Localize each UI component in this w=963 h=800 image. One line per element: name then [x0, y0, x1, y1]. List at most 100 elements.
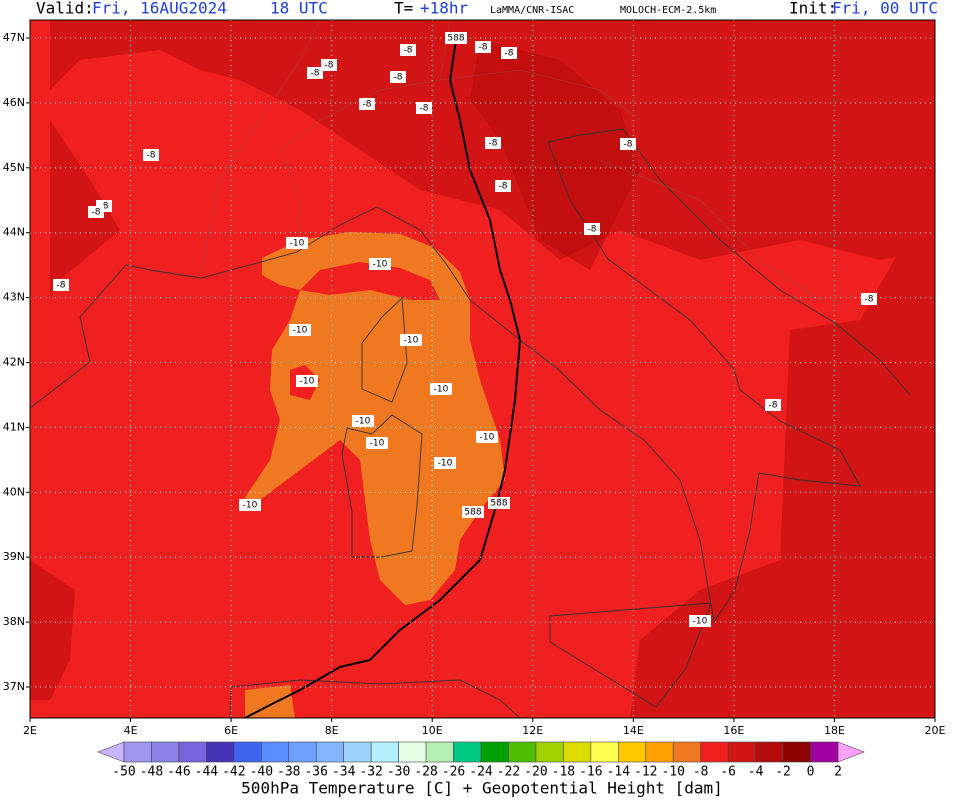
lat-label: 47N	[3, 31, 25, 44]
contour-label: -10	[356, 417, 371, 427]
contour-label: -8	[505, 49, 514, 59]
contour-label: -8	[479, 43, 488, 53]
contour-label-box	[286, 237, 308, 249]
geopotential-588	[244, 39, 522, 718]
lat-label: 38N	[3, 615, 25, 628]
contour-label-box	[307, 67, 323, 79]
model: MOLOCH-ECM-2.5km	[620, 5, 716, 16]
colorbar-box	[261, 741, 290, 763]
colorbar-box	[535, 741, 564, 763]
darker-region	[470, 40, 640, 270]
contour-label: -8	[769, 401, 778, 411]
contour-label: -8	[489, 139, 498, 149]
colorbar-label: -34	[332, 765, 356, 780]
contour-label-box	[53, 279, 69, 291]
contour-label: 588	[490, 499, 507, 509]
contour-label: -8	[325, 61, 334, 71]
lon-label: 20E	[925, 724, 946, 737]
contour-label-box	[462, 506, 484, 518]
contour-label: -8	[420, 104, 429, 114]
lat-label: 43N	[3, 291, 25, 304]
contour-label-box	[400, 44, 416, 56]
lon-label: 18E	[824, 724, 845, 737]
colorbar-box	[343, 741, 372, 763]
contour-label-box	[445, 32, 467, 44]
coastline	[549, 602, 712, 708]
coastline	[341, 414, 423, 558]
darker-region	[30, 560, 75, 700]
contour-label: -8	[311, 69, 320, 79]
colorbar-box	[618, 741, 647, 763]
colorbar-box	[810, 741, 839, 763]
map-frame	[29, 19, 936, 719]
colorbar-label: -14	[607, 765, 631, 780]
colorbar-high	[837, 741, 865, 763]
colorbar-box	[398, 741, 427, 763]
valid-date: Fri, 16AUG2024	[92, 0, 227, 18]
colorbar-box	[480, 741, 509, 763]
lon-label: 12E	[522, 724, 543, 737]
contour-label: -10	[300, 377, 315, 387]
contour-label: -8	[865, 295, 874, 305]
contour-label: -10	[370, 439, 385, 449]
contour-label: -10	[373, 260, 388, 270]
lat-label: 39N	[3, 550, 25, 563]
contour-label-box	[488, 497, 510, 509]
contour-label: -10	[693, 617, 708, 627]
contour-label: -8	[92, 208, 101, 218]
contour-label: -8	[147, 151, 156, 161]
colorbar-label: -8	[693, 765, 709, 780]
colorbar-label: -48	[140, 765, 163, 780]
lon-label: 4E	[124, 724, 138, 737]
lon-label: 6E	[224, 724, 238, 737]
coastline	[229, 679, 521, 718]
contour-label: -10	[480, 433, 495, 443]
colorbar-title: 500hPa Temperature [C] + Geopotential He…	[241, 779, 723, 798]
colorbar-box	[315, 741, 344, 763]
lat-label: 46N	[3, 96, 25, 109]
contour-label-box	[359, 98, 375, 110]
contour-label-box	[689, 615, 711, 627]
colorbar-label: -6	[720, 765, 736, 780]
contour-label: -10	[243, 501, 258, 511]
lon-label: 8E	[325, 724, 339, 737]
colorbar-label: -22	[497, 765, 520, 780]
colorbar-box	[755, 741, 784, 763]
contour-label-box	[296, 375, 318, 387]
lon-label: 16E	[723, 724, 744, 737]
contour-label-box	[861, 293, 877, 305]
colorbar-box	[727, 741, 756, 763]
colorbar-box	[206, 741, 235, 763]
colorbar-box	[178, 741, 207, 763]
lat-label: 40N	[3, 485, 25, 498]
colorbar-low	[97, 741, 125, 763]
contour-label-box	[501, 47, 517, 59]
contour-label-box	[434, 457, 456, 469]
colorbar-label: -20	[524, 765, 547, 780]
contour-label-box	[239, 499, 261, 511]
header: Valid: Fri, 16AUG2024 18 UTC T= +18hr La…	[36, 0, 938, 18]
contour-labels: 588-8-8-8-8-8-8-8-8-8-8-8-8-8-8-8-8-8-8-…	[53, 32, 877, 627]
coastline	[361, 297, 408, 403]
darker-region	[50, 120, 120, 300]
colorbar-box	[700, 741, 729, 763]
grid	[30, 20, 935, 718]
contour-label: -8	[363, 100, 372, 110]
lon-label: 14E	[623, 724, 644, 737]
contour-label: -10	[290, 239, 305, 249]
colorbar-label: -18	[552, 765, 575, 780]
colorbar-label: -12	[634, 765, 657, 780]
colorbar: 500hPa Temperature [C] + Geopotential He…	[97, 741, 865, 798]
contour-label-box	[416, 102, 432, 114]
colorbar-label: -36	[304, 765, 327, 780]
colorbar-label: -2	[775, 765, 791, 780]
colorbar-box	[508, 741, 537, 763]
contour-label-box	[366, 437, 388, 449]
contour-label: -8	[499, 182, 508, 192]
contour-label: -10	[434, 385, 449, 395]
contour-label-box	[143, 149, 159, 161]
contour-label-box	[475, 41, 491, 53]
contour-label-box	[369, 258, 391, 270]
colorbar-label: -30	[387, 765, 410, 780]
colorbar-label: -26	[442, 765, 465, 780]
